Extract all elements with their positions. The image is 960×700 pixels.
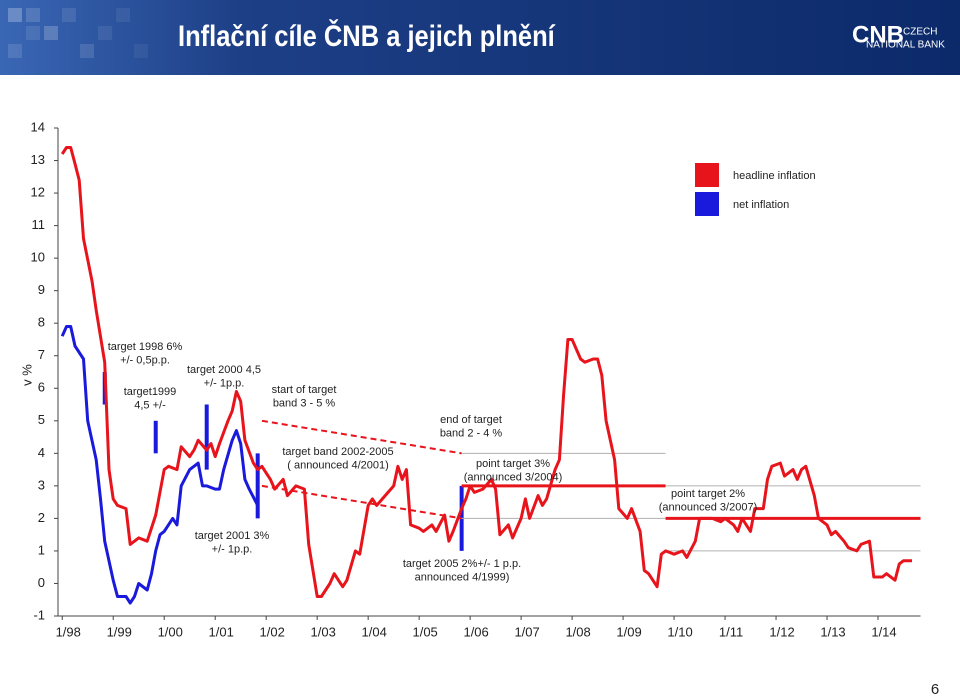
annotation: ( announced 4/2001)	[287, 459, 389, 471]
y-tick-label: 8	[38, 315, 45, 330]
x-tick-label: 1/98	[56, 624, 81, 639]
x-tick-label: 1/10	[667, 624, 692, 639]
y-tick-label: 7	[38, 347, 45, 362]
y-tick-label: 3	[38, 477, 45, 492]
x-tick-label: 1/11	[719, 624, 743, 639]
x-tick-label: 1/04	[362, 624, 387, 639]
annotation: target band 2002-2005	[282, 446, 393, 458]
annotation: point target 2%	[671, 488, 745, 500]
target-dashed	[261, 484, 462, 520]
logo-text: CZECH	[903, 27, 937, 38]
annotation: announced 4/1999)	[415, 571, 510, 583]
x-tick-label: 1/09	[616, 624, 641, 639]
y-tick-label: 4	[38, 445, 45, 460]
header-band	[0, 0, 960, 75]
y-tick-label: 2	[38, 510, 45, 525]
annotation: target 2005 2%+/- 1 p.p.	[403, 558, 521, 570]
y-axis-label: v %	[19, 364, 34, 386]
y-tick-label: 6	[38, 380, 45, 395]
y-tick-label: 5	[38, 412, 45, 427]
y-tick-label: 13	[31, 152, 45, 167]
annotation: start of target	[272, 384, 337, 396]
x-tick-label: 1/08	[565, 624, 590, 639]
series-line	[60, 325, 260, 605]
annotation: +/- 1p.p.	[212, 543, 253, 555]
annotation: +/- 0,5p.p.	[120, 354, 170, 366]
annotation: point target 3%	[476, 458, 550, 470]
annotation: target 2000 4,5	[187, 364, 261, 376]
legend-swatch	[695, 163, 719, 187]
x-tick-label: 1/12	[769, 624, 794, 639]
x-tick-label: 1/99	[107, 624, 132, 639]
x-tick-label: 1/07	[514, 624, 539, 639]
page-number: 6	[931, 681, 939, 698]
x-tick-label: 1/02	[260, 624, 285, 639]
logo-mark: CNB	[852, 21, 904, 48]
y-tick-label: 11	[32, 217, 46, 232]
slide-title: Inflační cíle ČNB a jejich plnění	[178, 18, 556, 52]
header-decoration	[8, 8, 148, 58]
y-tick-label: 9	[38, 282, 45, 297]
annotation: target 1998 6%	[108, 341, 183, 353]
annotation: (announced 3/2007)	[659, 501, 757, 513]
y-tick-label: 12	[31, 185, 45, 200]
annotation: end of target	[440, 414, 502, 426]
y-tick-label: 0	[38, 575, 45, 590]
legend-label: net inflation	[733, 199, 789, 211]
y-tick-label: 14	[31, 119, 45, 134]
annotation: (announced 3/2004)	[464, 471, 562, 483]
annotation: 4,5 +/-	[134, 399, 166, 411]
y-tick-label: 1	[38, 542, 45, 557]
annotation: target1999	[124, 386, 177, 398]
x-tick-label: 1/01	[209, 624, 234, 639]
legend-label: headline inflation	[733, 170, 816, 182]
annotation: +/- 1p.p.	[204, 377, 245, 389]
target-dashed	[261, 419, 462, 455]
series-line	[60, 146, 912, 598]
x-tick-label: 1/03	[311, 624, 336, 639]
x-tick-label: 1/05	[412, 624, 437, 639]
x-tick-label: 1/00	[158, 624, 183, 639]
x-tick-label: 1/14	[871, 624, 896, 639]
logo-text: NATIONAL BANK	[866, 40, 945, 51]
y-tick-label: 10	[31, 250, 45, 265]
annotation: band 3 - 5 %	[273, 397, 336, 409]
x-tick-label: 1/13	[820, 624, 845, 639]
legend-swatch	[695, 192, 719, 216]
annotation: band 2 - 4 %	[440, 427, 503, 439]
y-tick-label: -1	[33, 607, 45, 622]
annotation: target 2001 3%	[195, 530, 270, 542]
x-tick-label: 1/06	[463, 624, 488, 639]
